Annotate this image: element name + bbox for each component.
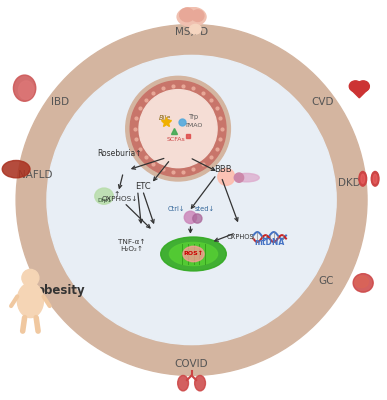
Text: ↑: ↑	[113, 190, 120, 199]
Circle shape	[235, 173, 244, 182]
Circle shape	[22, 270, 39, 286]
Text: BBB: BBB	[214, 166, 231, 174]
Circle shape	[139, 90, 217, 168]
Text: CVD: CVD	[312, 97, 334, 107]
Ellipse shape	[177, 7, 206, 26]
Text: ROS↑: ROS↑	[183, 252, 204, 256]
Ellipse shape	[192, 10, 204, 22]
Ellipse shape	[361, 174, 365, 184]
Ellipse shape	[195, 376, 205, 391]
Text: SCFAs: SCFAs	[167, 137, 185, 142]
Ellipse shape	[355, 276, 368, 288]
Circle shape	[184, 211, 197, 224]
Text: Roseburia↑: Roseburia↑	[97, 149, 142, 158]
Text: mtDNA: mtDNA	[254, 238, 284, 247]
Ellipse shape	[178, 376, 188, 391]
Ellipse shape	[17, 283, 43, 318]
Ellipse shape	[371, 172, 379, 186]
Ellipse shape	[373, 174, 377, 184]
Ellipse shape	[357, 81, 369, 92]
Ellipse shape	[19, 81, 34, 99]
Text: MS,PD: MS,PD	[175, 27, 208, 37]
Text: TMAO: TMAO	[185, 123, 204, 128]
Ellipse shape	[170, 242, 217, 266]
Ellipse shape	[234, 173, 259, 182]
Text: H₂O₂↑: H₂O₂↑	[120, 246, 143, 252]
Text: NAFLD: NAFLD	[18, 170, 53, 180]
Ellipse shape	[359, 172, 366, 186]
Text: Trp: Trp	[189, 114, 199, 120]
Ellipse shape	[2, 160, 30, 178]
Text: DKD: DKD	[338, 178, 361, 188]
Ellipse shape	[353, 274, 373, 292]
Circle shape	[218, 168, 235, 185]
Ellipse shape	[95, 188, 113, 204]
Text: Drp1: Drp1	[97, 198, 111, 203]
Ellipse shape	[161, 237, 226, 271]
Text: OXPHOS↓: OXPHOS↓	[102, 196, 139, 202]
Circle shape	[126, 76, 230, 181]
Text: Bile: Bile	[158, 115, 171, 121]
Text: TNF-α↑: TNF-α↑	[118, 240, 146, 246]
Ellipse shape	[14, 75, 36, 101]
Ellipse shape	[190, 24, 201, 34]
Text: sted↓: sted↓	[195, 206, 215, 212]
Ellipse shape	[180, 8, 194, 22]
Text: obesity: obesity	[36, 284, 85, 297]
Text: COVID: COVID	[175, 359, 208, 369]
Circle shape	[130, 81, 226, 176]
Circle shape	[47, 55, 336, 345]
Text: GC: GC	[319, 276, 334, 286]
Text: ETC: ETC	[135, 182, 151, 191]
Text: OXPHOS: OXPHOS	[227, 234, 254, 240]
Circle shape	[16, 24, 367, 376]
Circle shape	[193, 214, 202, 223]
Ellipse shape	[183, 246, 204, 262]
Ellipse shape	[349, 81, 361, 92]
Polygon shape	[350, 88, 369, 98]
Text: Ctrl↓: Ctrl↓	[168, 206, 185, 212]
Text: IBD: IBD	[51, 97, 70, 107]
